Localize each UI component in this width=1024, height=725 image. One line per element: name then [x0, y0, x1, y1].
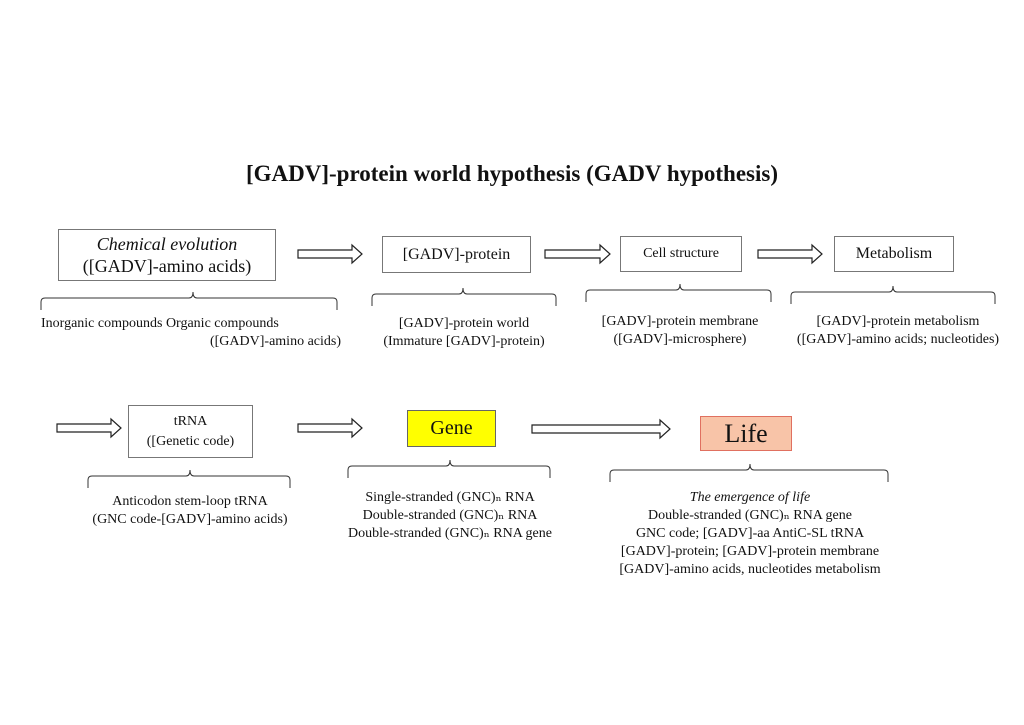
brace-3: [585, 283, 772, 302]
box-life: Life: [700, 416, 792, 451]
desc-line: [GADV]-amino acids, nucleotides metaboli…: [619, 562, 881, 577]
desc-line: ([GADV]-amino acids): [209, 334, 341, 349]
page-title: [GADV]-protein world hypothesis (GADV hy…: [245, 161, 779, 186]
box-gadv-protein: [GADV]-protein: [382, 236, 531, 273]
box-label: Gene: [430, 417, 473, 439]
arrow-5: [297, 417, 363, 439]
desc-trna: Anticodon stem-loop tRNA (GNC code-[GADV…: [60, 493, 320, 529]
arrow-6: [531, 418, 671, 440]
arrow-3: [757, 243, 823, 265]
desc-line: ([GADV]-amino acids; nucleotides): [796, 332, 1000, 347]
desc-line: Anticodon stem-loop tRNA: [112, 494, 268, 509]
desc-line: (GNC code-[GADV]-amino acids): [92, 512, 288, 527]
desc-gene: Single-stranded (GNC)ₙ RNA Double-strand…: [330, 489, 570, 543]
desc-line: Double-stranded (GNC)ₙ RNA gene: [648, 508, 852, 523]
desc-line: [GADV]-protein; [GADV]-protein membrane: [620, 544, 880, 559]
arrow-4: [56, 417, 122, 439]
box-label: Cell structure: [643, 246, 719, 261]
box-trna: tRNA ([Genetic code): [128, 405, 253, 458]
desc-line: GNC code; [GADV]-aa AntiC-SL tRNA: [635, 526, 865, 541]
desc-line: Single-stranded (GNC)ₙ RNA: [365, 490, 535, 505]
box-metabolism: Metabolism: [834, 236, 954, 272]
desc-line: Double-stranded (GNC)ₙ RNA gene: [348, 526, 552, 541]
box-label: [GADV]-protein: [402, 245, 511, 263]
box-label: Chemical evolution: [96, 234, 238, 254]
brace-7: [609, 463, 889, 482]
desc-chemical-evolution: Inorganic compounds Organic compounds ([…: [41, 315, 341, 351]
box-label: ([Genetic code): [146, 433, 235, 449]
box-cell-structure: Cell structure: [620, 236, 742, 272]
desc-line: [GADV]-protein world: [398, 316, 530, 331]
desc-line: (Immature [GADV]-protein): [383, 334, 545, 349]
brace-6: [347, 459, 551, 478]
desc-cell-structure: [GADV]-protein membrane ([GADV]-microsph…: [578, 313, 782, 349]
box-label: Life: [724, 418, 768, 448]
box-gene: Gene: [407, 410, 496, 447]
arrow-2: [544, 243, 611, 265]
desc-metabolism: [GADV]-protein metabolism ([GADV]-amino …: [780, 313, 1016, 349]
brace-1: [40, 291, 338, 310]
desc-line: Double-stranded (GNC)ₙ RNA: [362, 508, 538, 523]
desc-gadv-protein: [GADV]-protein world (Immature [GADV]-pr…: [364, 315, 564, 351]
desc-life: The emergence of life Double-stranded (G…: [590, 489, 910, 579]
desc-line: The emergence of life: [689, 490, 811, 505]
box-label: tRNA: [173, 413, 208, 429]
box-label: ([GADV]-amino acids): [82, 256, 252, 276]
desc-line: ([GADV]-microsphere): [613, 332, 747, 347]
desc-line: [GADV]-protein metabolism: [816, 314, 980, 329]
desc-line: [GADV]-protein membrane: [601, 314, 759, 329]
box-chemical-evolution: Chemical evolution ([GADV]-amino acids): [58, 229, 276, 281]
desc-line: Inorganic compounds Organic compounds: [41, 316, 279, 331]
brace-5: [87, 469, 291, 488]
brace-4: [790, 285, 996, 304]
brace-2: [371, 287, 557, 306]
arrow-1: [297, 243, 363, 265]
box-label: Metabolism: [855, 245, 933, 262]
